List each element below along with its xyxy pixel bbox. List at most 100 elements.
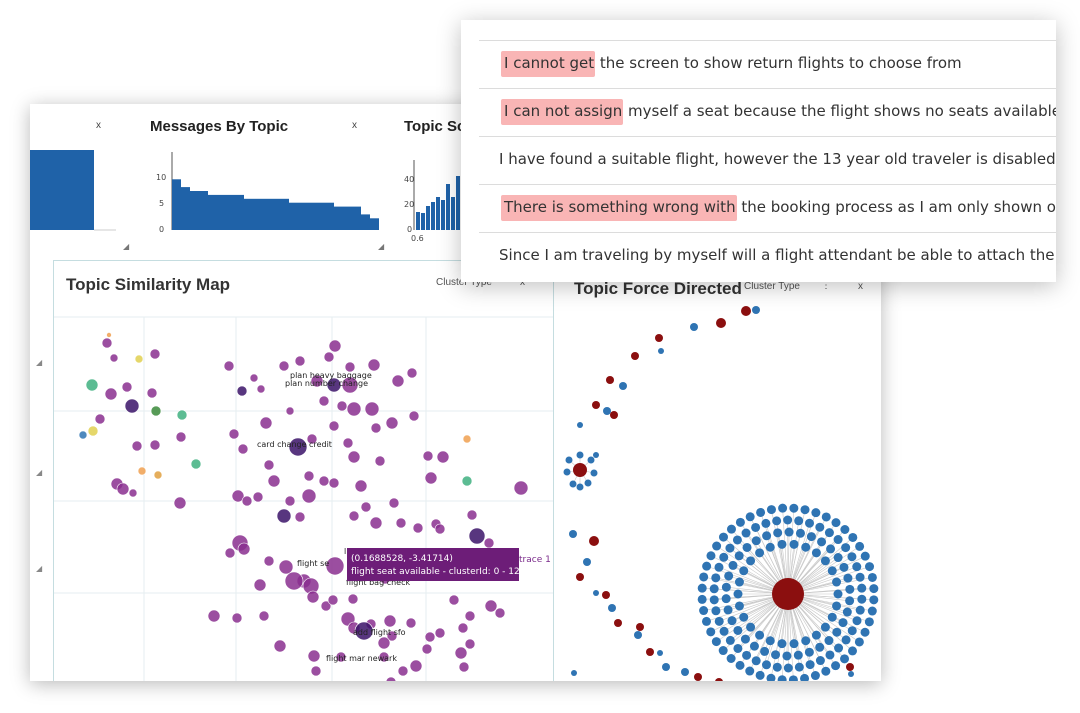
histogram-bar xyxy=(426,206,430,230)
topic-dot xyxy=(369,516,383,530)
topic-dot xyxy=(173,496,187,510)
close-map-button[interactable]: x xyxy=(520,277,525,288)
topic-node xyxy=(839,562,849,572)
topic-node xyxy=(718,646,728,656)
messages-bar-chart: 10 5 0 xyxy=(156,152,379,234)
topic-node xyxy=(805,660,815,670)
topic-node xyxy=(867,606,877,616)
resize-handle-2[interactable]: ◢ xyxy=(378,242,385,251)
message-row[interactable]: I have found a suitable flight, however … xyxy=(479,136,1056,185)
topic-node xyxy=(657,650,663,656)
topic-node xyxy=(725,543,735,553)
topic-node xyxy=(699,606,709,616)
close-panel-1-button[interactable]: x xyxy=(96,120,101,131)
topic-dot xyxy=(231,489,245,503)
topic-node xyxy=(756,507,766,517)
side-arrow-1[interactable]: ◢ xyxy=(36,358,43,367)
message-text: I have found a suitable flight, however … xyxy=(499,150,1056,168)
topic-bar xyxy=(343,206,352,230)
message-row[interactable]: I cannot get the screen to show return f… xyxy=(479,40,1056,89)
topic-dot xyxy=(224,547,236,559)
topic-dot xyxy=(328,339,342,353)
message-rest: the screen to show return flights to cho… xyxy=(595,54,962,72)
topic-node xyxy=(831,661,841,671)
topic-node xyxy=(783,515,793,525)
side-arrow-2[interactable]: ◢ xyxy=(36,468,43,477)
topic-node xyxy=(789,503,799,513)
topic-dot xyxy=(448,594,460,606)
message-row[interactable]: There is something wrong with the bookin… xyxy=(479,184,1056,233)
topic-dot xyxy=(461,475,473,487)
topic-dot xyxy=(249,373,259,383)
topic-node xyxy=(867,572,877,582)
topic-node xyxy=(782,651,792,661)
panel-title-topic-score: Topic Sc xyxy=(404,118,466,135)
topic-node xyxy=(857,594,867,604)
topic-dot xyxy=(207,609,221,623)
topic-dot xyxy=(434,523,446,535)
topic-dot xyxy=(288,437,308,457)
topic-bar xyxy=(262,198,271,230)
topic-node xyxy=(749,641,759,651)
map-point-label: add flight sfo xyxy=(353,628,406,637)
topic-node xyxy=(712,541,722,551)
topic-node xyxy=(699,572,709,582)
topic-dot xyxy=(328,477,340,489)
topic-node xyxy=(838,618,848,628)
hub-node xyxy=(772,578,804,610)
topic-node xyxy=(826,544,836,554)
topic-node xyxy=(723,605,733,615)
message-row[interactable]: Since I am traveling by myself will a fl… xyxy=(479,232,1056,281)
topic-node xyxy=(766,505,776,515)
topic-node xyxy=(820,622,830,632)
topic-node xyxy=(765,542,775,552)
topic-dot xyxy=(307,649,321,663)
topic-bar xyxy=(298,202,307,230)
topic-dot xyxy=(422,450,434,462)
panel-title-messages: Messages By Topic xyxy=(150,118,289,135)
map-point-label: card change credit xyxy=(257,440,332,449)
highlight-phrase: I cannot get xyxy=(501,51,596,77)
force-menu-icon[interactable]: ⋮ xyxy=(821,280,831,291)
topic-node xyxy=(811,548,821,558)
topic-force-directed-panel: Topic Force Directed Cluster Type ⋮ x xyxy=(553,260,881,681)
topic-node xyxy=(606,376,614,384)
topic-node xyxy=(834,643,844,653)
resize-handle-1[interactable]: ◢ xyxy=(123,242,130,251)
topic-node xyxy=(719,552,729,562)
map-point-label: plan heavy baggage xyxy=(290,371,372,380)
topic-dot xyxy=(391,374,405,388)
side-arrow-3[interactable]: ◢ xyxy=(36,564,43,573)
force-cluster-type-select[interactable]: Cluster Type xyxy=(744,281,800,292)
close-panel-2-button[interactable]: x xyxy=(352,120,357,131)
topic-dot xyxy=(294,355,306,367)
topic-node xyxy=(610,411,618,419)
histogram-bar xyxy=(441,200,445,230)
topic-dot xyxy=(276,508,292,524)
topic-node xyxy=(751,536,761,546)
topic-dot xyxy=(175,431,187,443)
topic-bar xyxy=(307,202,316,230)
topic-node xyxy=(857,583,867,593)
topic-node xyxy=(824,528,834,538)
cluster-type-select[interactable]: Cluster Type xyxy=(436,277,492,288)
map-point-label: flight bag check xyxy=(346,578,410,587)
topic-node xyxy=(714,616,724,626)
topic-node xyxy=(709,584,719,594)
hover-tooltip: (0.1688528, -3.41714) flight seat availa… xyxy=(347,548,551,581)
similarity-scatter-plot[interactable]: plan heavy baggage plan number change ca… xyxy=(54,261,554,681)
topic-node xyxy=(739,612,749,622)
topic-dot xyxy=(153,470,163,480)
close-force-button[interactable]: x xyxy=(858,281,863,292)
message-row[interactable]: I can not assign myself a seat because t… xyxy=(479,88,1056,137)
topic-dot xyxy=(106,332,112,338)
topic-node xyxy=(773,528,783,538)
topic-dot xyxy=(386,630,398,642)
topic-node xyxy=(658,348,664,354)
topic-node xyxy=(681,668,689,676)
topic-node xyxy=(631,352,639,360)
topic-node xyxy=(760,646,770,656)
y-tick: 20 xyxy=(404,200,414,209)
force-directed-graph[interactable] xyxy=(554,260,881,681)
topic-dot xyxy=(78,430,88,440)
